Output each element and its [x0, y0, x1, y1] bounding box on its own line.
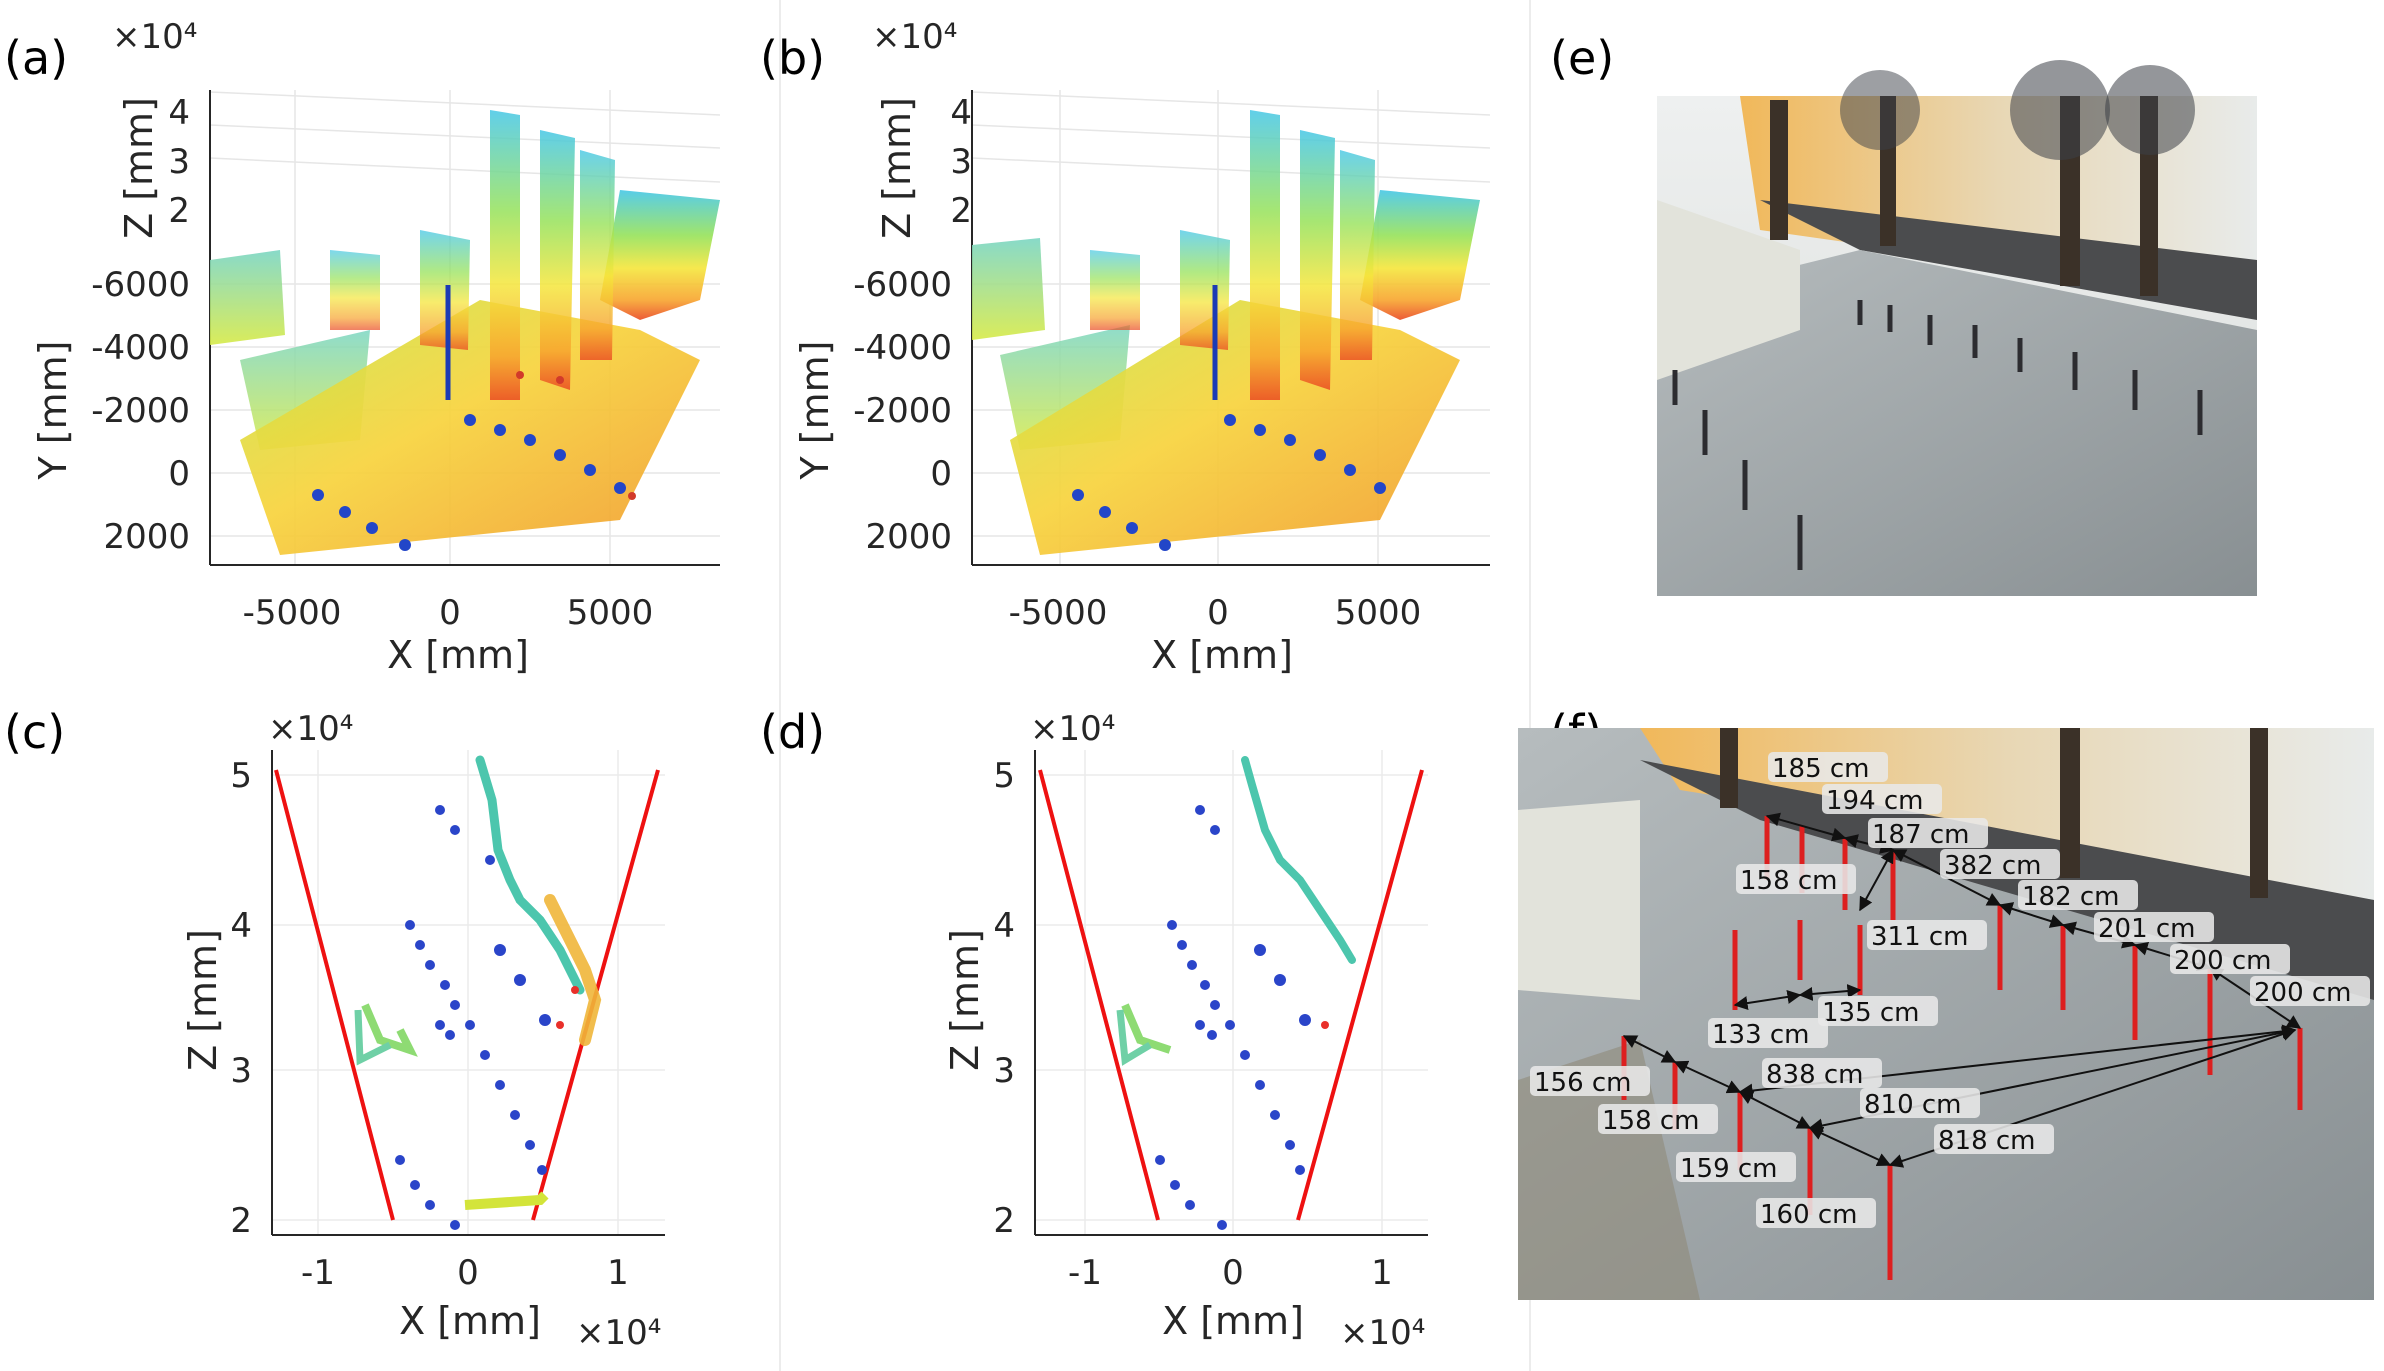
y-tick: 3 [993, 1051, 1015, 1091]
x-tick: 0 [439, 593, 461, 633]
x-tick: 1 [607, 1253, 629, 1293]
measurement-label: 838 cm [1766, 1060, 1864, 1090]
x-tick: 1 [1371, 1253, 1393, 1293]
z-axis-label: Z [mm] [117, 97, 161, 239]
y-tick: 2 [230, 1201, 252, 1241]
x-tick: 0 [1222, 1253, 1244, 1293]
fov-line [274, 769, 395, 1221]
measurement-label: 200 cm [2174, 946, 2272, 976]
y-axis-label: Y [mm] [31, 341, 75, 481]
y-tick: 4 [993, 906, 1015, 946]
z-axis-label: Z [mm] [875, 97, 919, 239]
z-tick: 2 [950, 191, 972, 231]
measurement-label: 382 cm [1944, 851, 2042, 881]
measurement-label: 182 cm [2022, 882, 2120, 912]
y-tick: 2000 [865, 517, 952, 557]
panel-label: (c) [4, 705, 65, 759]
measurement-label: 200 cm [2254, 978, 2352, 1008]
measurement-label: 201 cm [2098, 914, 2196, 944]
x-tick: 0 [457, 1253, 479, 1293]
y-axis-label: Y [mm] [793, 341, 837, 481]
y-tick: 5 [230, 756, 252, 796]
annotated-photo [1518, 728, 2374, 1300]
y-tick: -2000 [91, 391, 190, 431]
x-tick: 5000 [1335, 593, 1422, 633]
axis-multiplier: ×10⁴ [872, 17, 957, 57]
point-cloud [972, 110, 1480, 555]
measurement-label: 187 cm [1872, 820, 1970, 850]
measurement-label: 158 cm [1740, 866, 1838, 896]
grid [1035, 750, 1428, 1235]
measurement-label: 159 cm [1680, 1154, 1778, 1184]
measurement-labels: 185 cm 194 cm 187 cm 382 cm 158 cm 182 c… [1530, 752, 2370, 1230]
x-axis-label: X [mm] [387, 633, 529, 677]
y-tick: -2000 [853, 391, 952, 431]
panel-label: (b) [760, 31, 825, 85]
axis-multiplier: ×10⁴ [1030, 709, 1115, 749]
grid [272, 750, 665, 1235]
panel-a: (a) ×10⁴ [4, 17, 721, 677]
axis-multiplier: ×10⁴ [1340, 1313, 1425, 1353]
y-axis-label: Z [mm] [943, 929, 987, 1071]
measurement-label: 158 cm [1602, 1106, 1700, 1136]
measurement-label: 135 cm [1822, 998, 1920, 1028]
y-tick: 2 [993, 1201, 1015, 1241]
y-tick: -6000 [853, 265, 952, 305]
measurement-label: 818 cm [1938, 1126, 2036, 1156]
x-tick: 5000 [567, 593, 654, 633]
axis-multiplier: ×10⁴ [268, 709, 353, 749]
measurement-label: 194 cm [1826, 786, 1924, 816]
panel-f: (f) [1518, 705, 2374, 1300]
panel-label: (e) [1550, 31, 1614, 85]
x-tick: -5000 [1009, 593, 1108, 633]
y-axis-label: Z [mm] [181, 929, 225, 1071]
measurement-label: 156 cm [1534, 1068, 1632, 1098]
axis-multiplier: ×10⁴ [576, 1313, 661, 1353]
x-tick: -1 [301, 1253, 335, 1293]
panel-b: (b) ×10⁴ [760, 17, 1491, 677]
measurement-label: 810 cm [1864, 1090, 1962, 1120]
z-tick: 4 [168, 93, 190, 133]
scatter-points [354, 755, 602, 1230]
axis-multiplier: ×10⁴ [112, 17, 197, 57]
panel-c: (c) ×10⁴ ×10⁴ [4, 705, 665, 1353]
point-cloud [210, 110, 720, 555]
x-axis-label: X [mm] [1151, 633, 1293, 677]
y-tick: 0 [930, 454, 952, 494]
panel-d: (d) ×10⁴ ×10⁴ [760, 705, 1428, 1353]
z-tick: 3 [950, 142, 972, 182]
measurement-label: 133 cm [1712, 1020, 1810, 1050]
z-tick: 3 [168, 142, 190, 182]
z-tick: 4 [950, 93, 972, 133]
y-tick: -6000 [91, 265, 190, 305]
y-tick: 4 [230, 906, 252, 946]
y-tick: 0 [168, 454, 190, 494]
fov-line [1296, 769, 1424, 1221]
y-tick: 5 [993, 756, 1015, 796]
y-tick: -4000 [853, 328, 952, 368]
z-tick: 2 [168, 191, 190, 231]
panel-label: (d) [760, 705, 825, 759]
camera-photo [1657, 60, 2257, 596]
y-tick: -4000 [91, 328, 190, 368]
measurement-label: 311 cm [1871, 922, 1969, 952]
y-tick: 3 [230, 1051, 252, 1091]
fov-line [1038, 769, 1160, 1221]
y-tick: 2000 [103, 517, 190, 557]
scatter-points [1116, 756, 1356, 1230]
panel-label: (a) [4, 31, 68, 85]
x-tick: 0 [1207, 593, 1229, 633]
measurement-label: 185 cm [1772, 754, 1870, 784]
x-axis-label: X [mm] [399, 1299, 541, 1343]
measurement-label: 160 cm [1760, 1200, 1858, 1230]
x-axis-label: X [mm] [1162, 1299, 1304, 1343]
x-tick: -5000 [243, 593, 342, 633]
panel-e: (e) [1550, 31, 2257, 596]
x-tick: -1 [1068, 1253, 1102, 1293]
